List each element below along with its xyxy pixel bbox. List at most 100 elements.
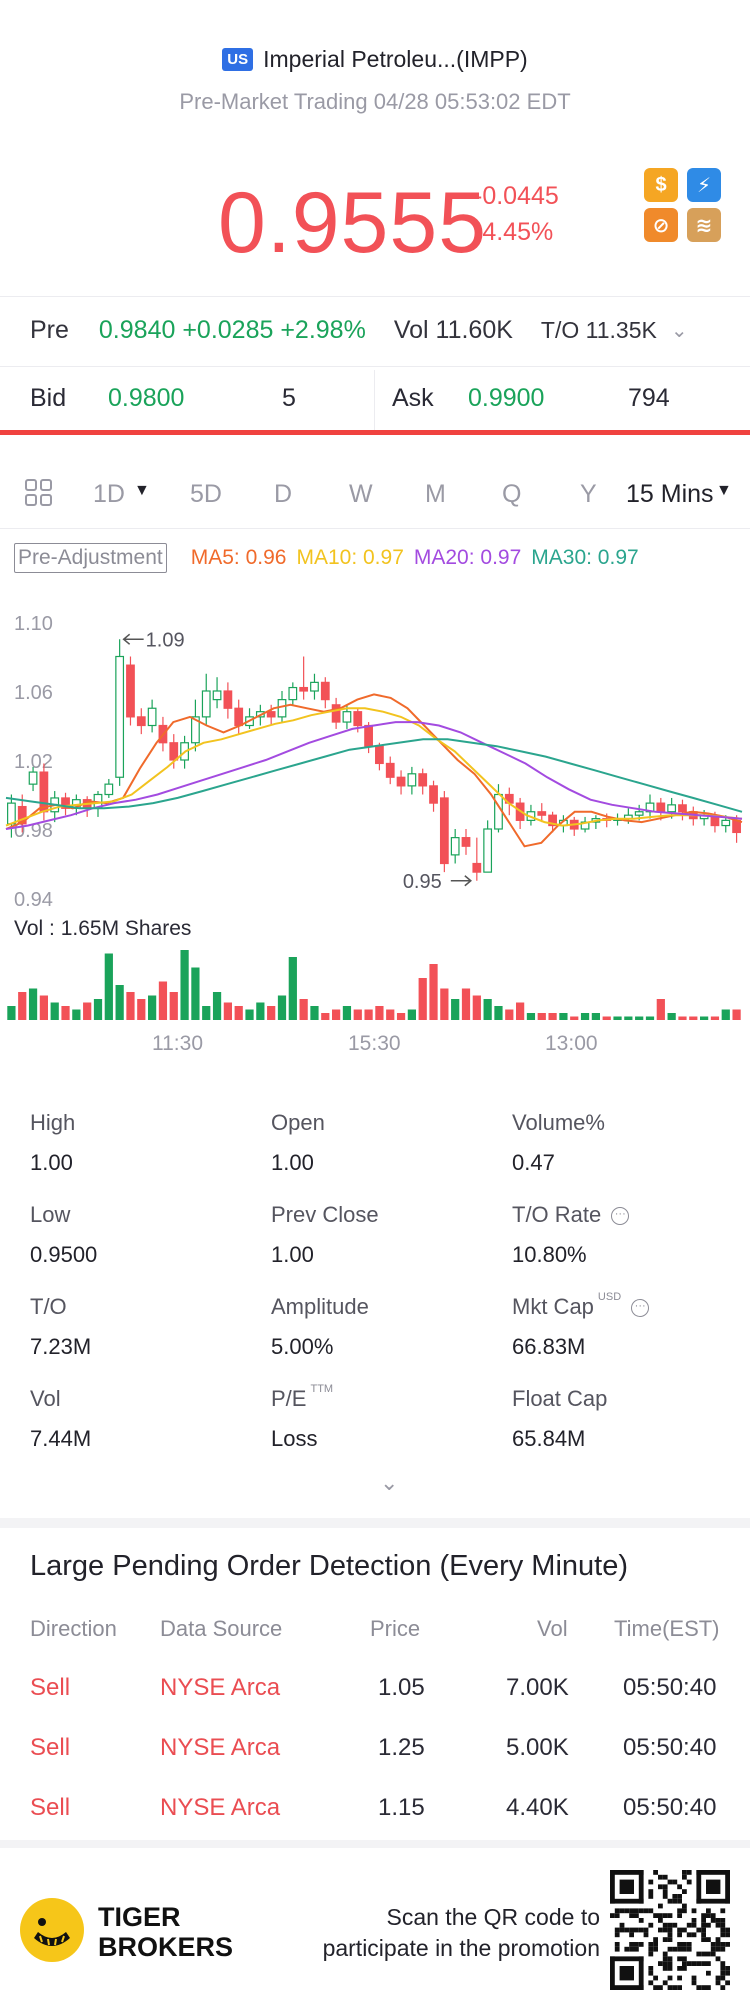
qr-module: [667, 1975, 673, 1981]
grid-icon[interactable]: [24, 478, 54, 515]
high-marker-arrowhead: [122, 633, 131, 645]
time-cell: 05:50:40: [623, 1734, 717, 1761]
tab-15-mins[interactable]: 15 Mins: [626, 480, 714, 508]
lightning-icon[interactable]: ⚡: [687, 168, 721, 202]
more-info-icon[interactable]: ···: [611, 1207, 630, 1226]
qr-module: [720, 1932, 726, 1938]
order-book-bar: [0, 430, 750, 435]
dropdown-icon[interactable]: ▼: [134, 482, 150, 499]
qr-module: [706, 1937, 711, 1942]
volume-bar: [472, 995, 481, 1020]
qr-module: [614, 1932, 620, 1938]
qr-module: [648, 1970, 654, 1976]
candle-body: [331, 704, 341, 723]
tab-w[interactable]: W: [349, 480, 373, 508]
tab-y[interactable]: Y: [580, 480, 597, 508]
qr-module: [619, 1922, 625, 1928]
stock-title[interactable]: Imperial Petroleu...(IMPP): [263, 46, 528, 72]
volume-bar: [559, 1013, 568, 1020]
qr-module: [648, 1946, 654, 1952]
stat-label: Volume%: [512, 1110, 605, 1135]
qr-module: [662, 1937, 668, 1942]
qr-module: [686, 1922, 692, 1928]
qr-module: [672, 1894, 678, 1899]
qr-module: [720, 1961, 726, 1966]
volume-bar: [386, 1009, 395, 1020]
pre-adjustment-toggle[interactable]: Pre-Adjustment: [14, 543, 167, 573]
qr-module: [720, 1922, 726, 1928]
volume-bar: [332, 1009, 341, 1020]
volume-bar: [375, 1006, 384, 1020]
tab-1d[interactable]: 1D: [93, 480, 125, 508]
qr-module: [677, 1932, 682, 1938]
qr-module: [677, 1884, 682, 1890]
qr-module: [706, 1985, 711, 1990]
dropdown-icon[interactable]: ▼: [716, 482, 732, 499]
stat-open: Open 1.00: [271, 1110, 491, 1176]
qr-module: [701, 1918, 706, 1923]
candle-body: [201, 690, 211, 718]
volume-bar: [18, 992, 27, 1020]
brand-name: TIGER BROKERS: [98, 1902, 233, 1962]
qr-module: [610, 1913, 615, 1918]
y-tick-label: 1.10: [14, 613, 53, 635]
stat-value: 0.9500: [30, 1242, 98, 1267]
chevron-down-icon[interactable]: ⌄: [670, 320, 688, 342]
qr-module: [686, 1879, 692, 1885]
volume-bar: [180, 950, 189, 1020]
qr-module: [720, 1946, 726, 1952]
tab-q[interactable]: Q: [502, 480, 522, 508]
qr-module: [662, 1884, 668, 1890]
tab-d[interactable]: D: [274, 480, 293, 508]
tab-m[interactable]: M: [425, 480, 446, 508]
qr-module: [682, 1908, 687, 1914]
tab-5d[interactable]: 5D: [190, 480, 222, 508]
candle-body: [678, 804, 687, 813]
time-tick: 15:30: [348, 1032, 401, 1055]
candle-body: [342, 711, 352, 723]
price-change-percent: -4.45%: [474, 218, 554, 246]
layers-icon[interactable]: ≋: [687, 208, 721, 242]
qr-module: [710, 1918, 716, 1923]
qr-module: [667, 1956, 673, 1962]
qr-module: [706, 1908, 711, 1914]
stat-turnover: T/O 7.23M: [30, 1294, 250, 1360]
col-time: Time(EST): [614, 1616, 720, 1641]
volume-bar: [137, 999, 146, 1020]
qr-module: [619, 1908, 625, 1914]
candle-body: [407, 773, 417, 787]
book-separator: [374, 370, 375, 430]
qr-module: [648, 1908, 654, 1914]
volume-bar: [93, 999, 103, 1020]
qr-module: [629, 1927, 634, 1933]
more-info-icon[interactable]: ···: [631, 1299, 650, 1318]
qr-module: [682, 1956, 687, 1962]
qr-module: [691, 1922, 697, 1928]
qr-module: [629, 1946, 634, 1952]
qr-module: [725, 1927, 730, 1933]
qr-finder: [610, 1870, 644, 1875]
volume-bar: [191, 967, 200, 1020]
candlestick-chart[interactable]: 1.101.061.020.980.941.090.95: [0, 600, 750, 1020]
qr-module: [715, 1980, 721, 1986]
volume-bar: [61, 1006, 70, 1020]
volume-bar: [169, 992, 178, 1020]
candle-body: [537, 811, 547, 816]
no-short-icon[interactable]: ⊘: [644, 208, 678, 242]
qr-code[interactable]: [610, 1870, 730, 1990]
qr-module: [710, 1942, 716, 1947]
qr-finder: [696, 1870, 730, 1875]
qr-module: [648, 1966, 654, 1971]
stat-value: 1.00: [271, 1150, 314, 1175]
qr-module: [614, 1913, 620, 1918]
ask-price: 0.9900: [468, 384, 545, 412]
price-cell: 1.25: [378, 1734, 425, 1761]
dollar-icon[interactable]: $: [644, 168, 678, 202]
qr-finder: [706, 1879, 721, 1894]
qr-module: [638, 1942, 644, 1947]
expand-chevron-icon[interactable]: ⌄: [380, 1470, 399, 1495]
qr-module: [725, 1932, 730, 1938]
pre-volume: Vol 11.60K: [393, 316, 513, 344]
candle-body: [288, 686, 298, 701]
candle-body: [299, 686, 309, 692]
